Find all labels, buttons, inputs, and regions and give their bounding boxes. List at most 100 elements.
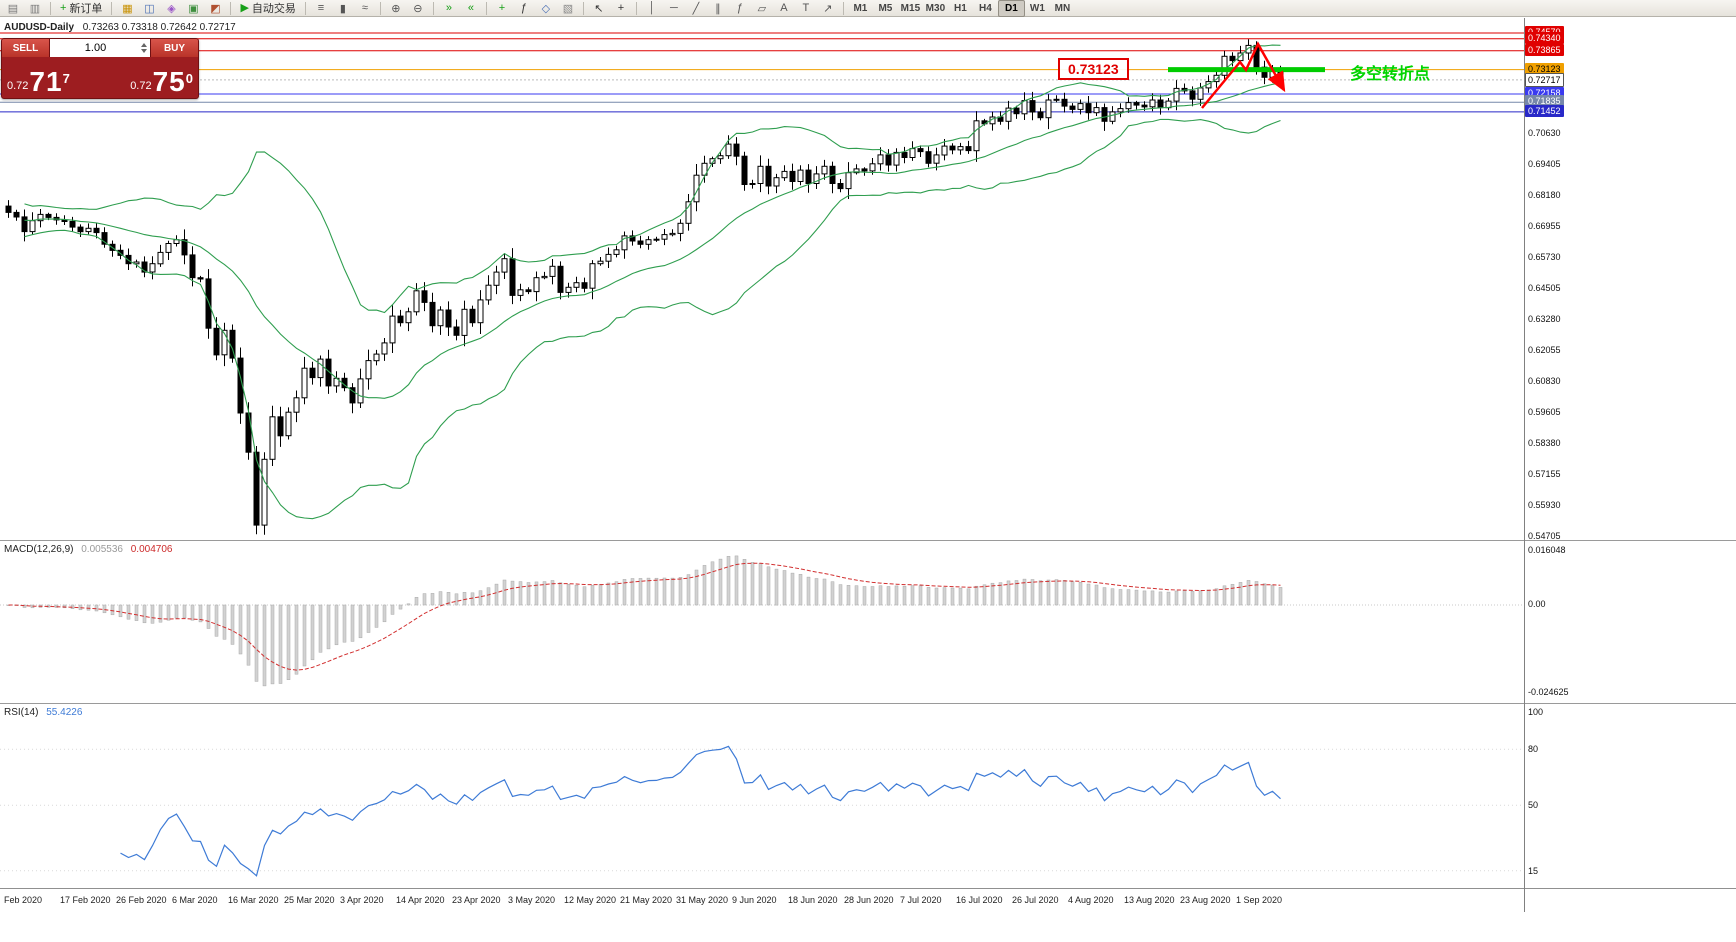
time-label: 9 Jun 2020 [732,895,777,905]
macd-axis-label: -0.024625 [1528,687,1569,697]
time-label: 26 Jul 2020 [1012,895,1059,905]
cursor-icon[interactable]: ↖ [594,2,604,15]
bar-chart-icon[interactable]: ≡ [317,2,325,14]
price-tick-label: 0.54705 [1528,531,1561,540]
buy-price-prefix: 0.72 [130,80,152,92]
chart-title: AUDUSD-Daily 0.73263 0.73318 0.72642 0.7… [4,22,236,33]
buy-button[interactable]: BUY [151,39,198,57]
timeframe-m30-button[interactable]: M30 [925,2,946,14]
crosshair-icon[interactable]: + [617,2,625,14]
time-label: 4 Aug 2020 [1068,895,1114,905]
timeframe-h1-button[interactable]: H1 [954,2,967,14]
text-icon[interactable]: A [780,2,788,14]
macd-signal-value: 0.004706 [130,544,173,555]
profiles-icon[interactable]: ▥ [29,2,41,15]
bollinger-lower-band [24,118,1281,520]
strategy-tester-icon[interactable]: ◩ [210,2,221,15]
zoom-out-icon[interactable]: ⊖ [413,2,423,15]
navigator-icon[interactable]: ◈ [167,2,176,15]
timeframe-d1-button[interactable]: D1 [997,0,1025,17]
timeframe-mn-button[interactable]: MN [1054,2,1071,14]
sell-price-big-digits: 71 [29,66,63,97]
buy-price-pip-digit: 0 [185,71,193,86]
templates-icon[interactable]: ▧ [562,2,574,15]
panel-separator[interactable] [0,540,1736,541]
horizontal-line-icon[interactable]: ─ [670,2,678,14]
price-tick-label: 0.64505 [1528,283,1561,293]
lot-increase-icon[interactable] [141,43,147,47]
price-tick-label: 0.63280 [1528,314,1561,324]
lot-size-field[interactable]: 1.00 [49,39,151,57]
chart-shift-icon[interactable]: « [467,2,474,14]
autotrading-button[interactable]: ▶ 自动交易 [235,1,300,16]
timeframe-m15-button[interactable]: M15 [900,2,921,14]
macd-label: MACD(12,26,9) [4,544,74,555]
time-label: 16 Mar 2020 [228,895,279,905]
time-axis[interactable]: Feb 2020 17 Feb 2020 26 Feb 2020 6 Mar 2020… [0,888,1736,913]
channel-icon[interactable]: ∥ [715,2,721,15]
time-label: Feb 2020 [4,895,43,905]
candlestick-chart-icon[interactable]: ▮ [339,2,346,15]
price-tick-label: 0.60830 [1528,376,1561,386]
rsi-label: RSI(14) [4,707,39,718]
rsi-canvas [0,745,1524,877]
time-label: 7 Jul 2020 [900,895,942,905]
macd-signal-line [8,562,1281,671]
toolbar-separator [582,1,584,15]
lot-spinner[interactable] [141,43,150,53]
lot-decrease-icon[interactable] [141,49,147,53]
add-indicator-icon[interactable]: + [498,2,506,14]
price-marker-0.74340: 0.74340 [1525,32,1564,44]
zoom-in-icon[interactable]: ⊕ [391,2,401,15]
new-chart-icon[interactable]: ▤ [7,2,19,15]
market-watch-icon[interactable]: ▦ [122,2,133,15]
indicators-list-icon[interactable]: ƒ [520,2,527,14]
rsi-panel: RSI(14) 55.4226 100 80 50 15 [0,704,1736,888]
vertical-line-icon[interactable]: │ [648,2,656,14]
label-icon[interactable]: T [802,2,810,14]
price-tick-label: 0.62055 [1528,345,1561,355]
price-tick-label: 0.55930 [1528,500,1561,510]
data-window-icon[interactable]: ◫ [144,2,155,15]
sell-price[interactable]: 0.72 71 7 [7,66,70,97]
timeframe-h4-button[interactable]: H4 [979,2,992,14]
panel-separator[interactable] [0,703,1736,704]
periods-icon[interactable]: ◇ [541,2,551,15]
time-label: 26 Feb 2020 [116,895,167,905]
empty-footer [0,913,1736,942]
timeframe-m5-button[interactable]: M5 [878,2,893,14]
arrow-tool-icon[interactable]: ↗ [823,2,833,15]
time-label: 21 May 2020 [620,895,673,905]
trend-arrow[interactable] [1201,41,1286,109]
fibonacci-icon[interactable]: ƒ [736,2,743,14]
buy-price[interactable]: 0.72 75 0 [130,68,193,96]
sell-price-prefix: 0.72 [7,80,29,92]
price-marker-0.73123: 0.73123 [1525,63,1564,75]
price-marker-0.71835: 0.71835 [1525,95,1564,107]
price-tick-label: 0.69405 [1528,159,1561,169]
rsi-axis-label: 15 [1528,866,1539,876]
price-tick-label: 0.70630 [1528,128,1561,138]
price-tick-label: 0.66955 [1528,221,1561,231]
rsi-axis-label: 80 [1528,744,1539,754]
rsi-axis-label: 50 [1528,800,1539,810]
new-order-button[interactable]: + 新订单 [55,1,107,16]
auto-scroll-icon[interactable]: » [445,2,452,14]
sell-button[interactable]: SELL [2,39,49,57]
turning-point-label: 多空转折点 [1350,66,1431,83]
timeframe-m1-button[interactable]: M1 [853,2,868,14]
price-callout: 0.73123 [1058,58,1129,80]
trade-widget-top-row: SELL 1.00 BUY [2,39,198,57]
shapes-icon[interactable]: ▱ [757,2,767,15]
price-marker-0.73865: 0.73865 [1525,44,1564,56]
time-label: 3 May 2020 [508,895,556,905]
chart-ohlc-values: 0.73263 0.73318 0.72642 0.72717 [82,22,236,33]
line-chart-icon[interactable]: ≈ [361,2,368,14]
macd-panel: MACD(12,26,9) 0.005536 0.004706 0.016048… [0,541,1736,703]
terminal-icon[interactable]: ▣ [188,2,199,15]
trendline-icon[interactable]: ╱ [692,2,700,15]
rsi-header: RSI(14) 55.4226 [4,707,87,718]
time-label: 17 Feb 2020 [60,895,111,905]
timeframe-w1-button[interactable]: W1 [1029,2,1045,14]
time-label: 23 Apr 2020 [452,895,501,905]
